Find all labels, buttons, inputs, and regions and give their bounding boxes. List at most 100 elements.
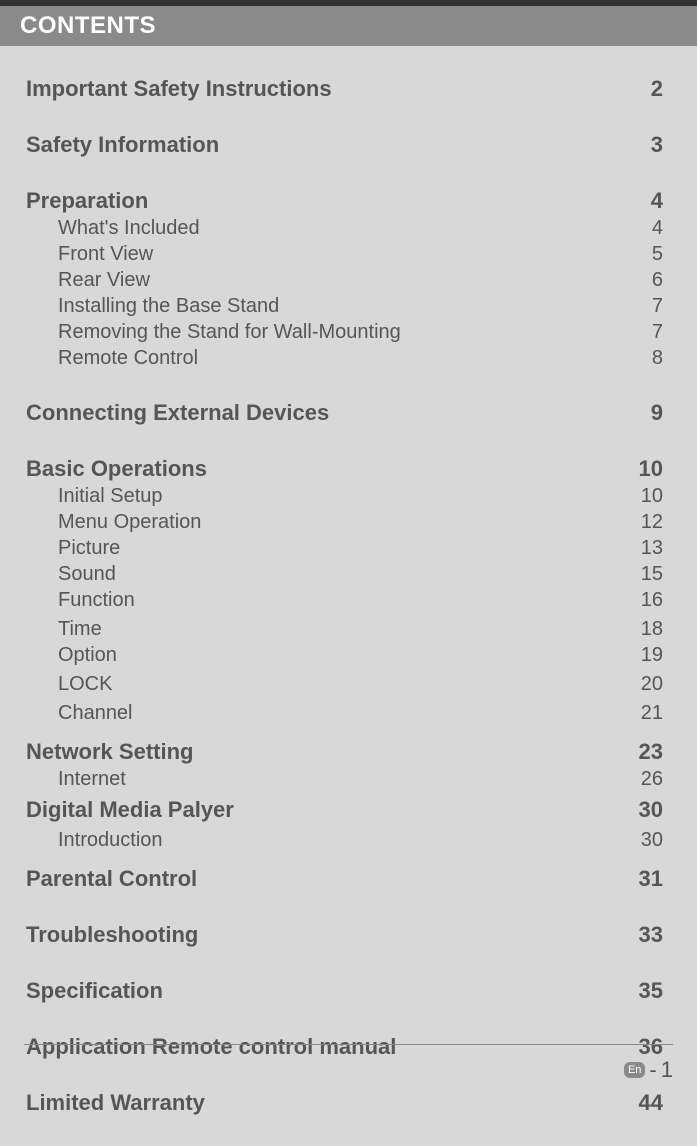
toc-section-row: Preparation 4 [26,188,667,214]
language-badge: En [624,1062,645,1078]
spacer [26,102,667,132]
toc-label: Installing the Base Stand [58,295,279,318]
toc-page: 5 [652,243,667,266]
toc-page: 7 [652,295,667,318]
toc-section-row: Parental Control31 [26,866,667,892]
toc-page: 26 [641,768,667,791]
toc-sub-row: Option 19 [26,644,667,667]
toc-label: Sound [58,563,116,586]
toc-sub-row: Removing the Stand for Wall-Mounting 7 [26,321,667,344]
toc-page: 21 [641,702,667,725]
toc-section-row: Network Setting 23 [26,739,667,765]
page-footer: En - 1 [624,1057,673,1083]
toc-section-row: Basic Operations 10 [26,456,667,482]
toc-sub-row: Introduction 30 [26,829,667,852]
footer-separator [24,1044,673,1045]
toc-page: 20 [641,673,667,696]
toc-page: 33 [639,922,667,948]
footer-separator-text: - [649,1057,656,1083]
toc-label: Remote Control [58,347,198,370]
spacer [26,1060,667,1090]
toc-page: 16 [641,589,667,612]
toc-label: Digital Media Palyer [26,797,234,823]
toc-sub-row: What's Included 4 [26,217,667,240]
toc-page: 19 [641,644,667,667]
toc-sub-row: Picture 13 [26,537,667,560]
toc-page: 18 [641,618,667,641]
toc-page: 4 [652,217,667,240]
spacer [26,1116,667,1146]
toc-label: Connecting External Devices [26,400,329,426]
toc-page: 15 [641,563,667,586]
footer-page-number: 1 [661,1057,673,1083]
spacer [26,1004,667,1034]
toc-section-row: Troubleshooting 33 [26,922,667,948]
toc-section-row: Specification 35 [26,978,667,1004]
toc-page: 2 [651,76,667,102]
toc-section-row: Important Safety Instructions 2 [26,76,667,102]
toc-label: Option [58,644,117,667]
spacer [26,948,667,978]
toc-label: Safety Information [26,132,219,158]
toc-label: Troubleshooting [26,922,198,948]
toc-label: Menu Operation [58,511,201,534]
toc-page: 30 [641,829,667,852]
toc-page: 6 [652,269,667,292]
spacer [26,725,667,739]
toc-sub-row: Remote Control 8 [26,347,667,370]
toc-page: 10 [639,456,667,482]
toc-label: Basic Operations [26,456,207,482]
toc-page: 35 [639,978,667,1004]
toc-sub-row: Front View 5 [26,243,667,266]
toc-sub-row: Internet 26 [26,768,667,791]
header-bar: CONTENTS [0,6,697,46]
toc-section-row: Application Remote control manual36 [26,1034,667,1060]
toc-page: 9 [651,400,667,426]
toc-label: Removing the Stand for Wall-Mounting [58,321,401,344]
toc-label: Function [58,589,135,612]
toc-label: Time [58,618,102,641]
toc-container: Important Safety Instructions 2 Safety Inf… [0,46,697,1146]
toc-sub-row: Channel 21 [26,702,667,725]
toc-label: Channel [58,702,133,725]
toc-page: 4 [651,188,667,214]
toc-sub-row: Installing the Base Stand 7 [26,295,667,318]
toc-page: 44 [639,1090,667,1116]
toc-page: 3 [651,132,667,158]
toc-page: 10 [641,485,667,508]
toc-label: Preparation [26,188,148,214]
toc-sub-row: Rear View 6 [26,269,667,292]
toc-label: Network Setting [26,739,193,765]
spacer [26,426,667,456]
toc-sub-row: Sound 15 [26,563,667,586]
toc-page: 12 [641,511,667,534]
toc-page: 8 [652,347,667,370]
toc-sub-row: LOCK 20 [26,673,667,696]
toc-page: 13 [641,537,667,560]
toc-page: 30 [639,797,667,823]
toc-page: 23 [639,739,667,765]
toc-label: LOCK [58,673,112,696]
toc-sub-row: Menu Operation 12 [26,511,667,534]
toc-section-row: Limited Warranty 44 [26,1090,667,1116]
toc-label: What's Included [58,217,200,240]
toc-label: Introduction [58,829,163,852]
toc-label: Picture [58,537,120,560]
spacer [26,852,667,866]
toc-sub-row: Initial Setup10 [26,485,667,508]
toc-label: Limited Warranty [26,1090,205,1116]
spacer [26,892,667,922]
toc-label: Specification [26,978,163,1004]
toc-label: Front View [58,243,153,266]
toc-label: Parental Control [26,866,197,892]
spacer [26,370,667,400]
spacer [26,158,667,188]
toc-label: Internet [58,768,126,791]
toc-section-row: Digital Media Palyer 30 [26,797,667,823]
toc-page: 7 [652,321,667,344]
toc-label: Application Remote control manual [26,1034,396,1060]
header-title: CONTENTS [20,12,156,40]
toc-label: Rear View [58,269,150,292]
toc-section-row: Safety Information 3 [26,132,667,158]
toc-label: Important Safety Instructions [26,76,332,102]
